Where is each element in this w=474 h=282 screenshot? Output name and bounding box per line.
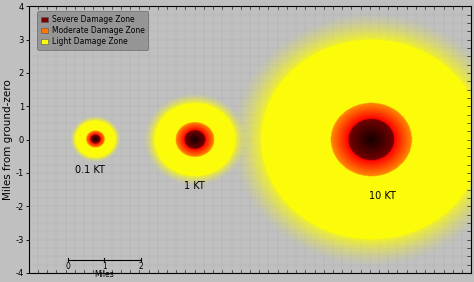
Text: 10 KT: 10 KT [369, 191, 396, 201]
Text: 0.1 KT: 0.1 KT [75, 165, 105, 175]
Y-axis label: Miles from ground-zero: Miles from ground-zero [3, 79, 13, 200]
Text: 2: 2 [139, 262, 144, 271]
Text: Miles: Miles [94, 270, 114, 279]
Text: 1 KT: 1 KT [184, 181, 205, 191]
Legend: Severe Damage Zone, Moderate Damage Zone, Light Damage Zone: Severe Damage Zone, Moderate Damage Zone… [37, 12, 148, 50]
Text: 1: 1 [102, 262, 107, 271]
Text: 0: 0 [65, 262, 70, 271]
